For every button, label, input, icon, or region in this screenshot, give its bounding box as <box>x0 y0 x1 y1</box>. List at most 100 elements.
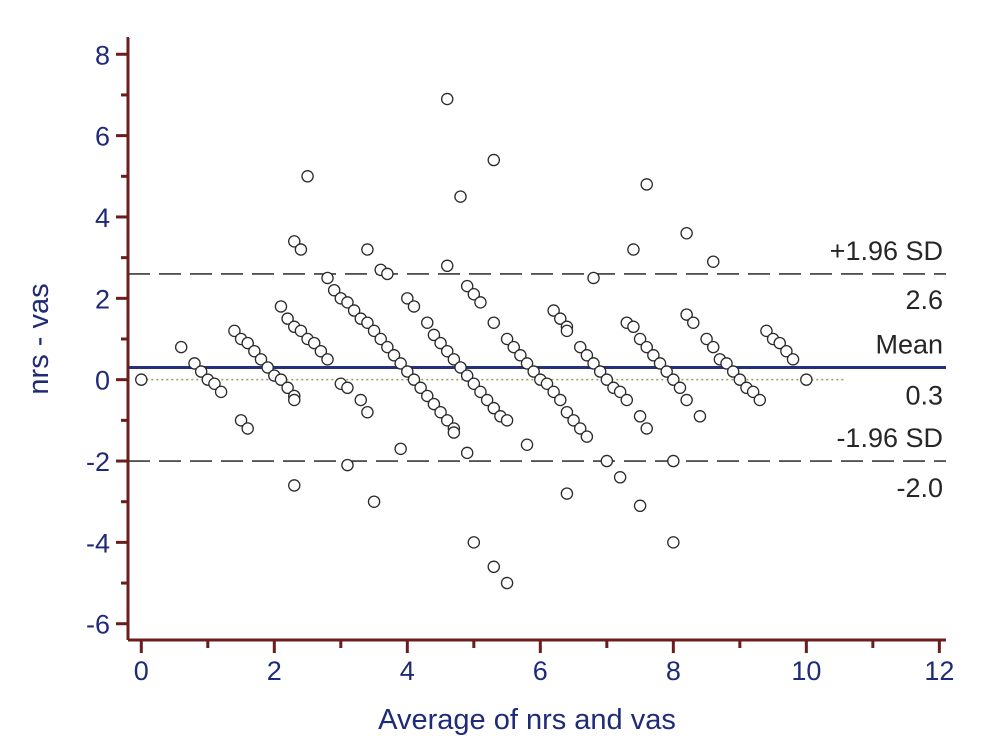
data-point <box>640 422 653 435</box>
data-point <box>560 324 574 338</box>
data-point <box>746 385 760 399</box>
data-point <box>248 344 261 358</box>
data-point <box>500 332 514 346</box>
data-point <box>314 344 328 358</box>
data-point <box>660 365 673 378</box>
data-point <box>440 92 454 106</box>
data-point <box>135 373 148 386</box>
data-point <box>440 414 454 427</box>
data-point <box>580 349 594 362</box>
x-tick-label: 6 <box>533 656 548 686</box>
data-point <box>381 340 394 354</box>
x-tick-label: 10 <box>791 656 821 686</box>
x-axis-title: Average of nrs and vas <box>378 704 676 736</box>
y-tick-label: -6 <box>86 610 110 640</box>
upper-limit-value: 2.6 <box>905 285 943 315</box>
y-axis-title: nrs - vas <box>23 283 55 394</box>
data-point <box>487 401 501 415</box>
data-point <box>640 178 653 191</box>
data-point <box>587 357 600 370</box>
upper-limit-label: +1.96 SD <box>830 236 943 266</box>
data-point <box>208 377 221 390</box>
data-point <box>500 414 514 427</box>
mean-label: Mean <box>875 329 943 359</box>
data-point <box>440 344 454 358</box>
data-point <box>347 304 361 317</box>
data-point <box>800 373 813 386</box>
data-point <box>454 190 467 203</box>
data-point <box>733 373 747 386</box>
data-point <box>407 373 421 386</box>
data-point <box>307 336 321 350</box>
data-point <box>780 344 793 358</box>
data-point <box>341 296 354 309</box>
data-point <box>554 393 567 407</box>
data-point <box>188 357 201 370</box>
data-point <box>487 560 501 574</box>
data-point <box>720 357 733 370</box>
data-point <box>234 414 248 427</box>
data-point <box>174 340 188 354</box>
x-tick-label: 8 <box>666 656 681 686</box>
data-point <box>680 393 693 407</box>
data-point <box>367 495 381 508</box>
data-point <box>647 349 660 362</box>
data-point <box>480 393 494 407</box>
data-point <box>214 385 228 399</box>
data-point <box>241 422 254 435</box>
data-point <box>500 576 514 590</box>
data-point <box>520 357 534 370</box>
data-point <box>394 357 407 370</box>
mean-value: 0.3 <box>905 380 943 410</box>
data-point <box>321 353 334 366</box>
data-point <box>687 316 700 329</box>
data-point <box>547 385 560 399</box>
data-point <box>447 353 461 366</box>
data-point <box>633 410 647 423</box>
data-point <box>706 255 720 268</box>
data-point <box>228 324 241 338</box>
data-point <box>281 381 294 395</box>
data-point <box>321 271 334 285</box>
data-point <box>467 536 481 549</box>
data-point <box>414 381 427 395</box>
data-point <box>527 365 540 378</box>
data-point <box>567 414 580 427</box>
lower-limit-label: -1.96 SD <box>836 423 943 453</box>
data-point <box>573 422 587 435</box>
data-point <box>354 393 368 407</box>
data-point <box>600 373 614 386</box>
data-point <box>301 170 314 183</box>
data-point <box>281 312 294 325</box>
data-point <box>520 438 534 452</box>
data-point <box>427 397 441 411</box>
data-point <box>421 316 434 329</box>
data-point <box>401 292 414 305</box>
data-point <box>241 336 254 350</box>
data-point <box>261 361 274 374</box>
data-point <box>454 361 467 374</box>
data-point <box>254 353 268 366</box>
data-point <box>487 153 501 167</box>
data-point <box>700 332 713 346</box>
data-point <box>667 536 680 549</box>
data-point <box>786 353 800 366</box>
data-point <box>294 324 308 338</box>
data-point <box>447 426 461 439</box>
x-tick-label: 0 <box>134 656 149 686</box>
data-point <box>573 340 587 354</box>
data-point <box>467 288 481 301</box>
data-point <box>627 243 640 256</box>
data-point <box>474 296 487 309</box>
y-tick-label: 6 <box>95 122 110 152</box>
data-point <box>374 332 387 346</box>
data-point <box>773 336 786 350</box>
x-tick-label: 2 <box>267 656 282 686</box>
data-point <box>640 340 653 354</box>
y-tick-label: 8 <box>95 40 110 70</box>
data-point <box>726 365 740 378</box>
data-point <box>613 385 627 399</box>
data-point <box>580 430 594 443</box>
data-point <box>627 320 640 334</box>
